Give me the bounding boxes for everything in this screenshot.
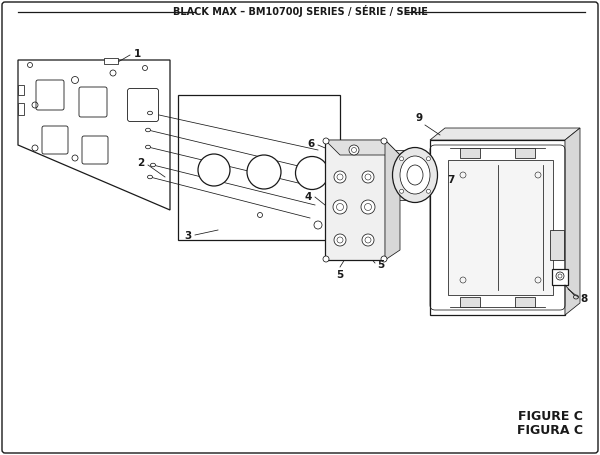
Text: 5: 5 — [377, 260, 384, 270]
FancyBboxPatch shape — [36, 80, 64, 110]
Ellipse shape — [151, 163, 155, 167]
Ellipse shape — [392, 147, 437, 202]
Bar — [18, 103, 24, 115]
FancyBboxPatch shape — [42, 126, 68, 154]
Bar — [460, 148, 480, 158]
Text: FIGURE C: FIGURE C — [518, 410, 583, 424]
Polygon shape — [385, 150, 410, 200]
Ellipse shape — [400, 157, 404, 161]
Text: 6: 6 — [308, 139, 315, 149]
Bar — [515, 297, 535, 307]
Ellipse shape — [362, 171, 374, 183]
Bar — [460, 297, 480, 307]
Text: BLACK MAX – BM10700J SERIES / SÉRIE / SERIE: BLACK MAX – BM10700J SERIES / SÉRIE / SE… — [173, 5, 427, 17]
Ellipse shape — [349, 145, 359, 155]
Ellipse shape — [427, 157, 430, 161]
Text: 8: 8 — [580, 294, 587, 304]
Ellipse shape — [333, 200, 347, 214]
Polygon shape — [178, 95, 340, 240]
Bar — [104, 58, 118, 64]
Ellipse shape — [146, 128, 151, 132]
Ellipse shape — [323, 256, 329, 262]
Text: FIGURA C: FIGURA C — [517, 425, 583, 438]
Text: 9: 9 — [416, 113, 423, 123]
Polygon shape — [565, 128, 580, 315]
Ellipse shape — [296, 157, 329, 189]
Ellipse shape — [334, 171, 346, 183]
Ellipse shape — [400, 189, 404, 193]
Polygon shape — [430, 128, 580, 140]
FancyBboxPatch shape — [128, 89, 158, 121]
Polygon shape — [325, 140, 400, 155]
Ellipse shape — [148, 175, 152, 179]
Bar — [448, 160, 553, 295]
Ellipse shape — [247, 155, 281, 189]
Ellipse shape — [198, 154, 230, 186]
FancyBboxPatch shape — [82, 136, 108, 164]
Ellipse shape — [148, 111, 152, 115]
Ellipse shape — [362, 234, 374, 246]
Ellipse shape — [146, 145, 151, 149]
Polygon shape — [385, 140, 400, 260]
FancyBboxPatch shape — [79, 87, 107, 117]
Ellipse shape — [427, 189, 430, 193]
Text: 3: 3 — [185, 231, 192, 241]
Bar — [515, 148, 535, 158]
Text: 5: 5 — [337, 270, 344, 280]
Ellipse shape — [334, 234, 346, 246]
Text: 7: 7 — [447, 175, 454, 185]
Text: 2: 2 — [137, 158, 144, 168]
Polygon shape — [430, 140, 565, 315]
Ellipse shape — [400, 156, 430, 194]
Text: 1: 1 — [134, 49, 141, 59]
Ellipse shape — [361, 200, 375, 214]
Ellipse shape — [381, 256, 387, 262]
Ellipse shape — [323, 138, 329, 144]
Polygon shape — [325, 140, 385, 260]
Bar — [550, 230, 564, 260]
Ellipse shape — [381, 138, 387, 144]
Bar — [18, 85, 24, 95]
Bar — [552, 269, 568, 285]
Text: 4: 4 — [305, 192, 312, 202]
